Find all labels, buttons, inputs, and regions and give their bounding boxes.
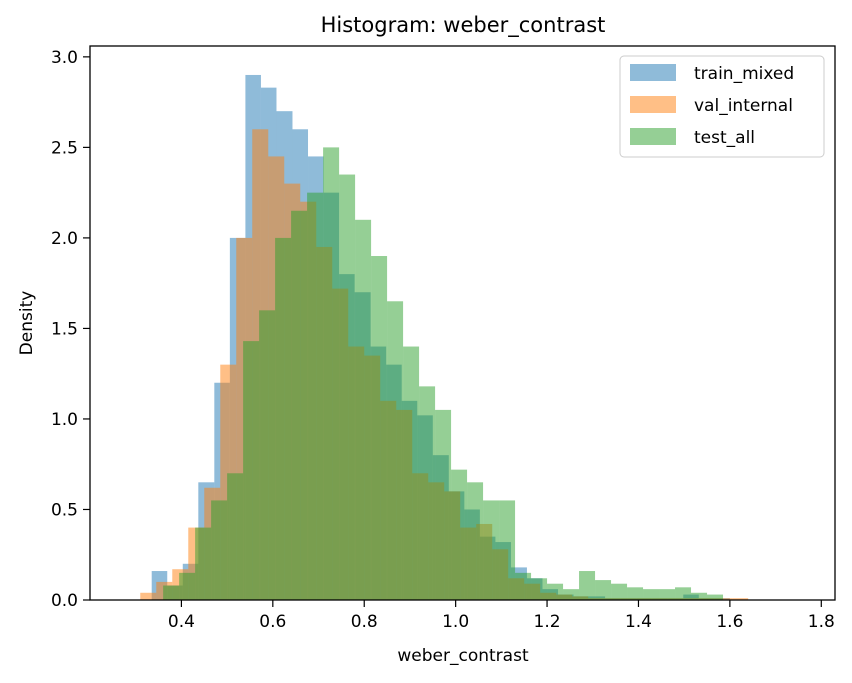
histogram-bar — [451, 469, 468, 600]
y-tick-label: 1.0 — [51, 410, 78, 430]
x-tick-label: 1.2 — [534, 612, 561, 632]
series-test_all — [163, 147, 724, 600]
histogram-bar — [515, 572, 532, 600]
legend-label-train_mixed: train_mixed — [694, 64, 794, 84]
histogram-bar — [275, 237, 292, 600]
histogram-bar — [195, 527, 212, 600]
histogram-bar — [483, 500, 500, 600]
histogram-bar — [323, 147, 340, 600]
histogram-bar — [563, 589, 580, 600]
y-tick-label: 0.0 — [51, 591, 78, 611]
histogram-bar — [355, 219, 372, 600]
histogram-bar — [467, 482, 484, 600]
histogram-bar — [259, 310, 276, 600]
histogram-bar — [691, 592, 708, 600]
legend-swatch-train_mixed — [630, 64, 676, 81]
histogram-bar — [307, 192, 324, 600]
histogram-bar — [227, 473, 244, 600]
y-tick-label: 3.0 — [51, 48, 78, 68]
legend: train_mixed val_internal test_all — [619, 55, 825, 158]
histogram-bar — [579, 571, 596, 600]
y-tick-label: 1.5 — [51, 319, 78, 339]
histogram-bar — [627, 587, 644, 600]
histogram-bar — [371, 256, 388, 600]
histogram-bar — [179, 572, 196, 600]
histogram-bar — [716, 598, 733, 600]
histogram-bar — [291, 210, 308, 600]
x-tick-label: 1.6 — [716, 612, 743, 632]
legend-swatch-val_internal — [630, 96, 676, 113]
histogram-bar — [211, 500, 228, 600]
y-tick-label: 2.0 — [51, 229, 78, 249]
histogram-bars — [140, 74, 749, 601]
histogram-bar — [547, 583, 564, 600]
histogram-bar — [163, 585, 180, 600]
x-tick-label: 0.8 — [351, 612, 378, 632]
x-axis-ticks: 0.4 0.6 0.8 1.0 1.2 1.4 1.6 1.8 — [168, 600, 835, 632]
histogram-bar — [659, 589, 676, 600]
histogram-bar — [387, 301, 404, 600]
plot-frame — [89, 45, 836, 601]
histogram-bar — [419, 386, 436, 600]
histogram-bar — [403, 346, 420, 600]
histogram-bar — [531, 578, 548, 600]
histogram-bar — [643, 589, 660, 600]
histogram-bar — [707, 594, 724, 600]
x-tick-label: 0.4 — [168, 612, 195, 632]
histogram-bar — [499, 500, 516, 600]
y-tick-label: 2.5 — [51, 138, 78, 158]
y-tick-label: 0.5 — [51, 500, 78, 520]
histogram-bar — [339, 174, 356, 600]
chart-title: Histogram: weber_contrast — [321, 13, 606, 38]
histogram-bar — [140, 592, 157, 600]
x-tick-label: 0.6 — [259, 612, 286, 632]
x-tick-label: 1.4 — [625, 612, 652, 632]
x-tick-label: 1.8 — [808, 612, 835, 632]
legend-label-val_internal: val_internal — [694, 96, 793, 116]
x-tick-label: 1.0 — [442, 612, 469, 632]
y-axis-ticks: 0.0 0.5 1.0 1.5 2.0 2.5 3.0 — [51, 48, 90, 611]
histogram-bar — [675, 587, 692, 600]
histogram-bar — [595, 580, 612, 600]
legend-swatch-test_all — [630, 128, 676, 145]
histogram-bar — [611, 583, 628, 600]
x-axis-label: weber_contrast — [397, 646, 529, 666]
legend-label-test_all: test_all — [694, 128, 755, 148]
histogram-bar — [435, 409, 452, 600]
y-axis-label: Density — [17, 291, 37, 356]
histogram-bar — [732, 598, 749, 600]
histogram-bar — [243, 341, 260, 600]
